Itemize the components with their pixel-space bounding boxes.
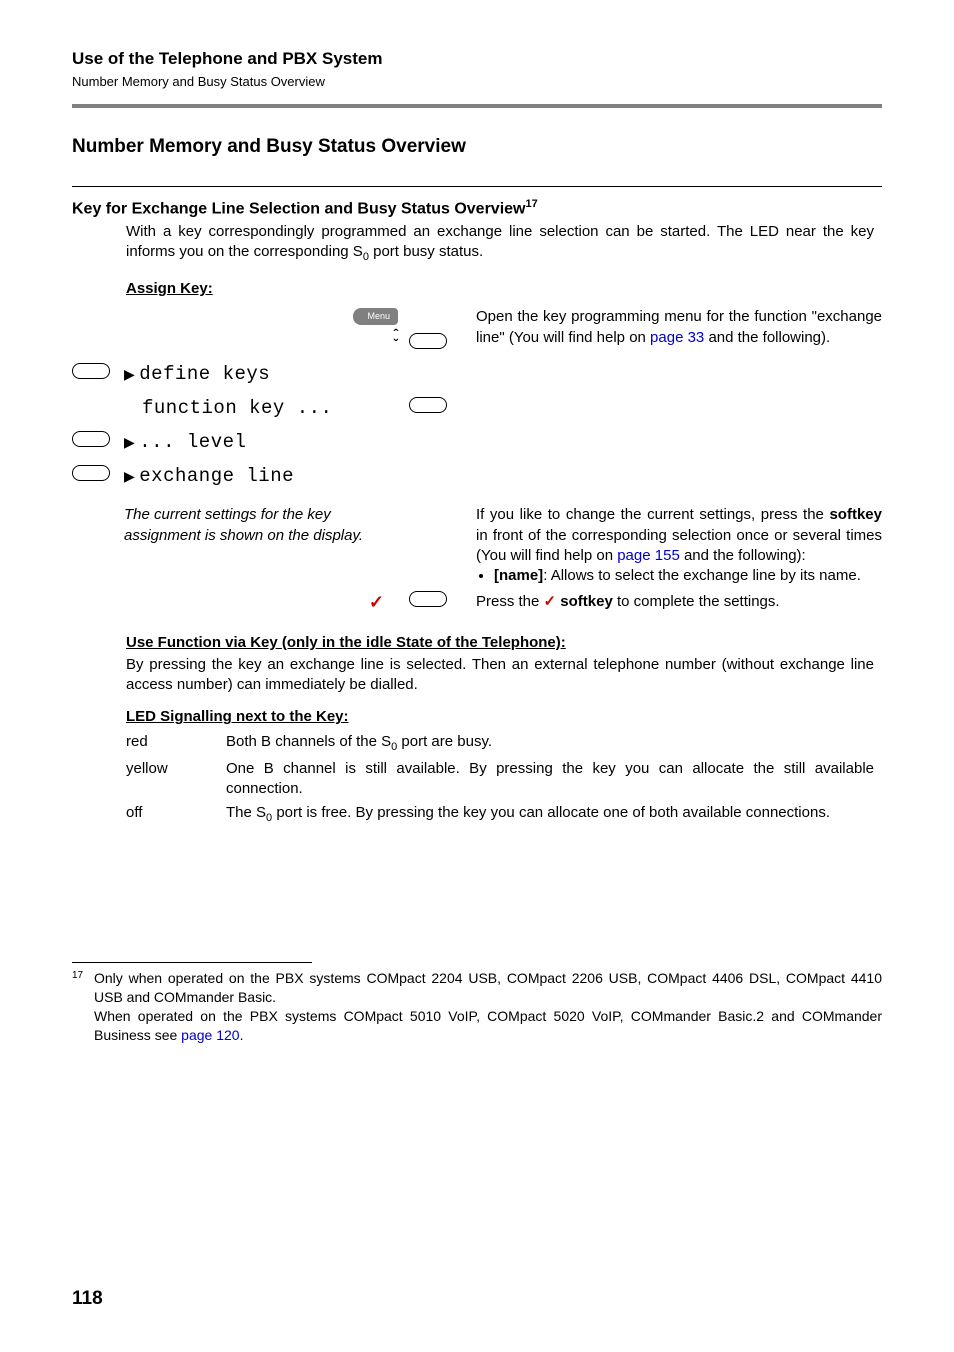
- triangle-icon: ▶: [124, 433, 135, 452]
- use-function-heading: Use Function via Key (only in the idle S…: [126, 633, 874, 653]
- softkey-pill-icon: [409, 397, 447, 413]
- change-text-a: If you like to change the current settin…: [476, 506, 829, 523]
- running-head-title: Use of the Telephone and PBX System: [72, 48, 882, 71]
- press-text-a: Press the: [476, 593, 544, 610]
- led-description: The S0 port is free. By pressing the key…: [226, 803, 874, 826]
- lcd-line: ▶exchange line: [72, 459, 882, 493]
- softkey-pill-icon: [409, 591, 447, 607]
- footnote-17: 17 Only when operated on the PBX systems…: [72, 969, 882, 1045]
- footnote-body-b: When operated on the PBX systems COMpact…: [94, 1007, 882, 1045]
- lcd-text: ... level: [139, 430, 246, 456]
- open-menu-text-b: and the following).: [704, 329, 830, 346]
- open-menu-paragraph: Open the key programming menu for the fu…: [476, 307, 882, 348]
- softkey-pill-icon: [409, 333, 447, 349]
- intro-text-b: port busy status.: [369, 243, 483, 260]
- lcd-line: ▶define keys: [72, 357, 882, 391]
- press-text-b: to complete the settings.: [613, 593, 780, 610]
- footnote-rule: [72, 962, 312, 963]
- inline-checkmark-icon: ✓: [544, 593, 557, 610]
- assign-key-heading: Assign Key:: [126, 279, 874, 299]
- footnote-body-a: Only when operated on the PBX systems CO…: [94, 969, 882, 1007]
- running-head-subtitle: Number Memory and Busy Status Overview: [72, 73, 882, 91]
- header-rule: [72, 104, 882, 108]
- led-row: offThe S0 port is free. By pressing the …: [126, 803, 874, 826]
- led-row: yellowOne B channel is still available. …: [126, 759, 874, 800]
- led-label: red: [126, 732, 226, 755]
- lcd-line: ▶... level: [72, 425, 882, 459]
- current-settings-note: The current settings for the key assignm…: [124, 505, 384, 546]
- change-text-c: and the following):: [680, 547, 806, 564]
- led-label: off: [126, 803, 226, 826]
- footnote-b-post: .: [240, 1027, 244, 1043]
- triangle-icon: ▶: [124, 365, 135, 384]
- use-function-paragraph: By pressing the key an exchange line is …: [126, 655, 874, 696]
- name-bullet: [name]: Allows to select the exchange li…: [494, 566, 882, 586]
- section-heading: Number Memory and Busy Status Overview: [72, 134, 882, 160]
- led-signalling-heading: LED Signalling next to the Key:: [126, 707, 874, 727]
- led-description: Both B channels of the S0 port are busy.: [226, 732, 874, 755]
- lcd-text: define keys: [139, 362, 270, 388]
- page-120-link[interactable]: page 120: [181, 1027, 239, 1043]
- softkey-bold: softkey: [829, 506, 882, 523]
- subsection-rule: [72, 186, 882, 187]
- name-bullet-rest: : Allows to select the exchange line by …: [543, 567, 861, 584]
- softkey-pill-icon: [72, 465, 110, 481]
- footnote-ref: 17: [525, 198, 537, 210]
- footnote-number: 17: [72, 969, 94, 1045]
- led-description: One B channel is still available. By pre…: [226, 759, 874, 800]
- change-settings-paragraph: If you like to change the current settin…: [476, 505, 882, 566]
- triangle-icon: ▶: [124, 467, 135, 486]
- page-number: 118: [72, 1286, 103, 1312]
- name-bullet-bold: [name]: [494, 567, 543, 584]
- intro-paragraph: With a key correspondingly programmed an…: [126, 222, 874, 265]
- softkey-pill-icon: [72, 363, 110, 379]
- led-label: yellow: [126, 759, 226, 800]
- press-softkey-bold: softkey: [556, 593, 613, 610]
- softkey-pill-icon: [72, 431, 110, 447]
- page-33-link[interactable]: page 33: [650, 329, 704, 346]
- checkmark-icon: ✓: [369, 592, 384, 612]
- lcd-text: exchange line: [139, 464, 294, 490]
- lcd-line: function key ...: [72, 391, 882, 425]
- subsection-heading-text: Key for Exchange Line Selection and Busy…: [72, 200, 525, 217]
- page-155-link[interactable]: page 155: [617, 547, 680, 564]
- intro-text-a: With a key correspondingly programmed an…: [126, 223, 874, 260]
- subsection-heading: Key for Exchange Line Selection and Busy…: [72, 197, 882, 220]
- menu-button-icon: Menu: [353, 308, 398, 324]
- led-row: redBoth B channels of the S0 port are bu…: [126, 732, 874, 755]
- lcd-text: function key ...: [142, 396, 332, 422]
